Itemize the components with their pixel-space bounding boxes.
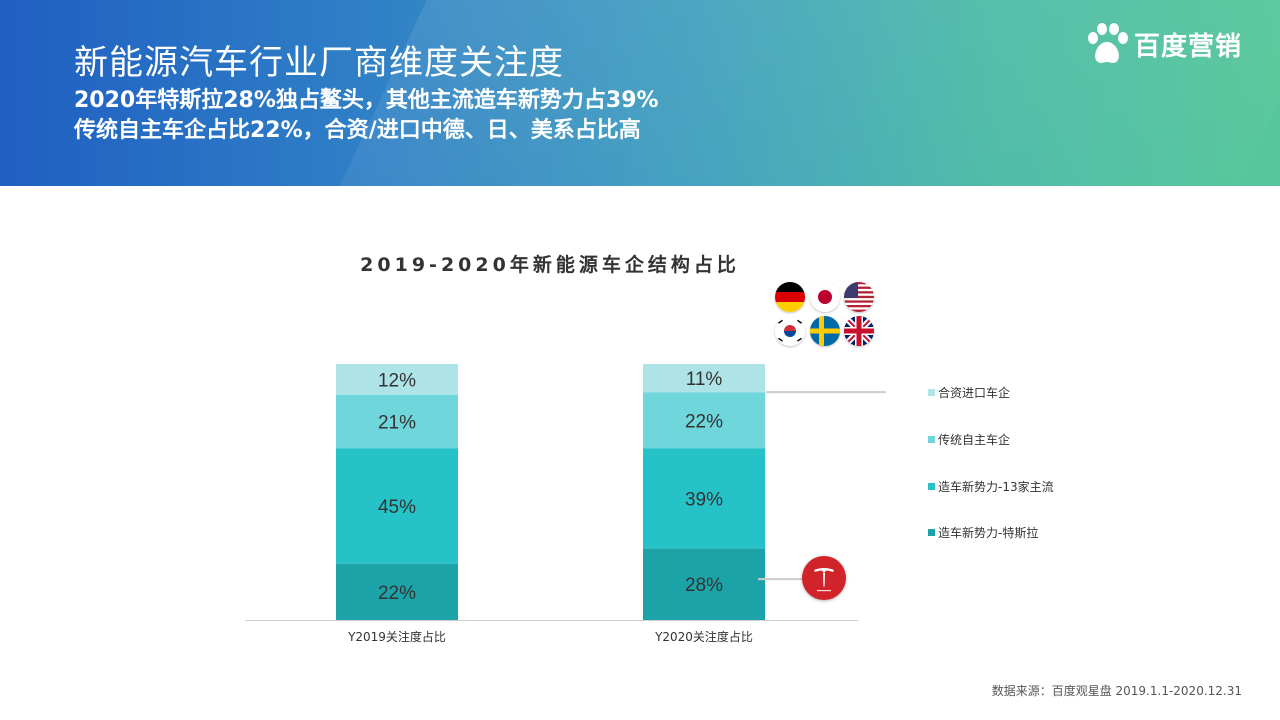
- legend-swatch: [928, 482, 935, 490]
- legend-swatch: [928, 528, 935, 536]
- japan-flag-icon: [810, 282, 840, 312]
- bar-segment: [336, 394, 458, 449]
- bar-data-label: 22%: [685, 411, 723, 432]
- paw-icon: [1088, 23, 1128, 63]
- brand-name: 百度营销: [1134, 31, 1243, 62]
- chart-title: 2019-2020年新能源车企结构占比: [360, 254, 740, 276]
- germany-flag-icon: [775, 282, 805, 312]
- bar-segment: [643, 392, 765, 449]
- page-subtitle-1: 2020年特斯拉28%独占鳌头，其他主流造车新势力占39%: [74, 88, 659, 113]
- usa-flag-icon: [844, 282, 874, 312]
- legend-swatch: [928, 435, 935, 443]
- korea-flag-icon: [775, 316, 805, 346]
- x-tick-label: Y2020关注度占比: [654, 629, 753, 644]
- bar-segment: [643, 364, 765, 393]
- bar-data-label: 39%: [685, 489, 723, 510]
- sweden-flag-icon: [810, 316, 840, 346]
- uk-flag-icon: [844, 316, 874, 346]
- legend-label: 造车新势力-特斯拉: [938, 525, 1039, 540]
- bar-data-label: 45%: [378, 497, 416, 518]
- bar-segment: [643, 548, 765, 620]
- bar-data-label: 11%: [686, 369, 723, 390]
- legend-label: 合资进口车企: [938, 385, 1011, 400]
- data-source-note: 数据来源：百度观星盘 2019.1.1-2020.12.31: [991, 684, 1242, 698]
- legend-label: 传统自主车企: [938, 432, 1011, 447]
- legend-item-jv-import: 合资进口车企: [928, 382, 1010, 402]
- bar-segment: [336, 563, 458, 620]
- bar-data-label: 12%: [378, 370, 416, 391]
- tesla-logo-icon: [802, 556, 846, 600]
- legend-item-traditional: 传统自主车企: [928, 429, 1010, 449]
- bar-segment: [336, 448, 458, 564]
- brand-logo: 百度营销: [1084, 22, 1242, 66]
- bar-segment: [336, 364, 458, 395]
- legend-label: 造车新势力-13家主流: [938, 479, 1054, 494]
- bar-data-label: 28%: [685, 575, 723, 596]
- page-title: 新能源汽车行业厂商维度关注度: [74, 43, 564, 83]
- legend-swatch: [928, 388, 935, 396]
- header-banner: 新能源汽车行业厂商维度关注度 2020年特斯拉28%独占鳌头，其他主流造车新势力…: [0, 0, 1280, 186]
- bar-data-label: 21%: [378, 413, 416, 434]
- page-subtitle-2: 传统自主车企占比22%，合资/进口中德、日、美系占比高: [74, 118, 641, 143]
- bar-data-label: 22%: [378, 583, 416, 604]
- legend-item-new-forces-13: 造车新势力-13家主流: [928, 476, 1054, 496]
- x-tick-label: Y2019关注度占比: [347, 629, 446, 644]
- legend-item-tesla: 造车新势力-特斯拉: [928, 522, 1038, 542]
- bar-segment: [643, 448, 765, 549]
